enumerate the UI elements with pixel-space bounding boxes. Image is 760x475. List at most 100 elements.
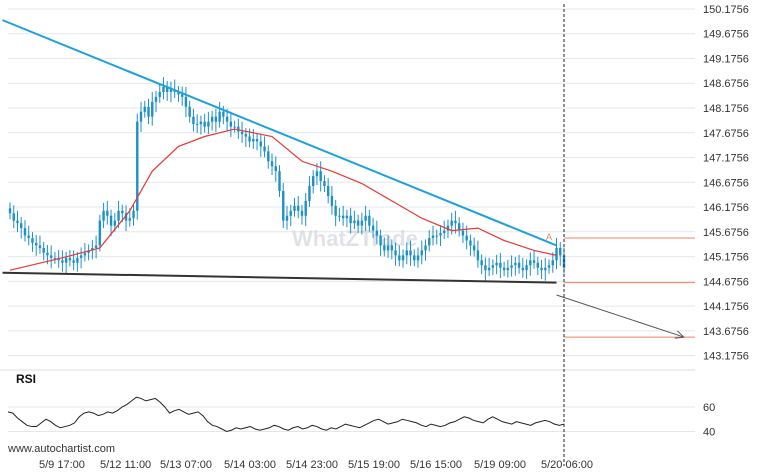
- candle-body: [203, 121, 206, 127]
- candle-body: [521, 267, 525, 271]
- candle-body: [72, 260, 75, 263]
- candle-body: [229, 121, 233, 127]
- candle-body: [42, 247, 45, 253]
- candle-body: [465, 235, 468, 241]
- candle-body: [91, 247, 94, 251]
- watermark: WhatZTrade: [292, 226, 418, 251]
- candle-body: [68, 257, 72, 261]
- x-tick-label: 5/15 19:00: [348, 459, 400, 471]
- x-tick-label: 5/20 06:00: [541, 459, 593, 471]
- candle-body: [214, 116, 218, 122]
- candle-body: [31, 238, 34, 243]
- y-tick-label: 150.1756: [703, 4, 749, 16]
- candle-body: [87, 250, 90, 253]
- footer-url: www.autochartist.com: [7, 443, 115, 455]
- candle-body: [476, 250, 480, 261]
- y-tick-label: 148.6756: [703, 78, 749, 90]
- candle-body: [472, 245, 476, 251]
- candle-body: [431, 235, 435, 239]
- candle-body: [300, 210, 304, 216]
- candle-body: [35, 242, 38, 246]
- candle-body: [297, 205, 300, 211]
- candle-body: [514, 262, 517, 266]
- y-tick-label: 145.1756: [703, 252, 749, 264]
- candle-body: [121, 210, 124, 214]
- x-tick-label: 5/14 03:00: [224, 459, 276, 471]
- candle-body: [169, 89, 173, 92]
- rsi-tick-label: 40: [703, 426, 715, 438]
- candle-body: [326, 186, 330, 196]
- forecast-arrow-head: [674, 330, 685, 339]
- candle-body: [46, 252, 49, 256]
- x-tick-label: 5/12 11:00: [100, 459, 151, 471]
- candle-body: [188, 106, 191, 117]
- candle-body: [375, 230, 379, 236]
- y-tick-label: 143.1756: [703, 351, 749, 363]
- candle-body: [439, 233, 442, 236]
- candle-body: [544, 267, 547, 271]
- y-tick-label: 145.6756: [703, 227, 749, 239]
- candle-body: [244, 134, 248, 137]
- candle-body: [469, 240, 472, 246]
- x-tick-label: 5/14 23:00: [286, 459, 338, 471]
- candle-body: [151, 101, 154, 117]
- ma-line: [9, 128, 557, 271]
- candle-body: [368, 215, 371, 226]
- y-tick-label: 147.6756: [703, 128, 749, 140]
- candle-body: [49, 255, 53, 258]
- candle-body: [499, 262, 502, 268]
- candle-body: [386, 245, 390, 251]
- candle-body: [255, 138, 259, 142]
- candle-body: [16, 220, 19, 224]
- rsi-tick-label: 60: [703, 402, 715, 414]
- candle-body: [338, 215, 341, 217]
- candle-body: [353, 220, 356, 224]
- horizontal-levels: [564, 237, 695, 338]
- candle-body: [345, 215, 349, 219]
- candle-body: [330, 195, 334, 206]
- candle-body: [218, 111, 221, 122]
- rsi-line: [7, 396, 565, 432]
- candle-body: [259, 141, 262, 147]
- candle-body: [98, 220, 102, 246]
- candle-body: [517, 262, 521, 268]
- x-tick-label: 5/19 09:00: [474, 459, 526, 471]
- candle-body: [401, 255, 405, 261]
- candle-body: [502, 267, 506, 271]
- candle-body: [180, 94, 184, 97]
- candle-body: [117, 210, 120, 221]
- price-axis: 150.1756 149.6756 149.1756 148.6756 148.1756…: [703, 4, 749, 363]
- candle-body: [248, 136, 251, 142]
- candle-body: [413, 255, 416, 261]
- candle-body: [446, 225, 450, 231]
- candle-body: [177, 91, 180, 95]
- candle-body: [390, 245, 394, 251]
- forecast: [556, 294, 685, 339]
- candle-body: [38, 245, 42, 248]
- resistance-trend-line: [2, 19, 557, 247]
- candle-body: [405, 250, 408, 256]
- candle-body: [61, 260, 64, 263]
- candle-body: [443, 230, 446, 234]
- candle-body: [319, 171, 322, 182]
- candle-body: [364, 215, 367, 221]
- candle-body: [461, 230, 465, 236]
- candlesticks: [8, 77, 566, 281]
- candle-body: [143, 106, 146, 112]
- candle-body: [289, 210, 292, 216]
- x-tick-label: 5/16 15:00: [410, 459, 462, 471]
- candle-body: [225, 116, 229, 122]
- candle-body: [166, 86, 169, 92]
- candle-body: [480, 260, 483, 266]
- candle-body: [495, 262, 498, 266]
- x-tick-label: 5/9 17:00: [39, 459, 85, 471]
- candle-body: [195, 124, 199, 126]
- candle-body: [222, 111, 225, 117]
- candle-body: [315, 171, 319, 177]
- candle-body: [147, 106, 150, 117]
- candle-body: [349, 215, 352, 224]
- candle-body: [371, 225, 375, 231]
- candle-body: [398, 255, 401, 261]
- candle-body: [64, 257, 68, 263]
